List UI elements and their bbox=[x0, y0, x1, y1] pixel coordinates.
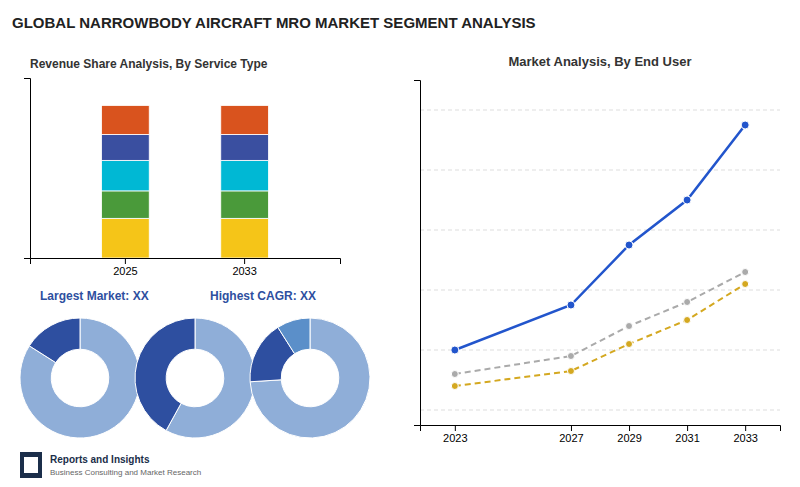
series-line bbox=[455, 272, 745, 374]
page-title: GLOBAL NARROWBODY AIRCRAFT MRO MARKET SE… bbox=[12, 14, 536, 31]
bar-segment bbox=[221, 105, 269, 134]
tick: 2033 bbox=[733, 425, 757, 444]
bar-segment bbox=[102, 134, 150, 160]
tick-label: 2027 bbox=[559, 432, 583, 444]
tick: 2023 bbox=[443, 425, 467, 444]
axis-line bbox=[24, 79, 31, 259]
grid-line bbox=[420, 350, 780, 351]
point bbox=[451, 371, 458, 378]
donut-chart bbox=[250, 318, 370, 438]
tick-label: 2029 bbox=[617, 432, 641, 444]
point bbox=[741, 121, 749, 129]
point bbox=[626, 323, 633, 330]
point bbox=[626, 341, 633, 348]
bar-segment bbox=[221, 160, 269, 191]
tick: 2027 bbox=[559, 425, 583, 444]
x-axis: 2025 2033 bbox=[31, 258, 341, 277]
point bbox=[567, 301, 575, 309]
point bbox=[451, 383, 458, 390]
y-axis bbox=[414, 81, 421, 426]
point bbox=[567, 353, 574, 360]
series-line bbox=[455, 125, 745, 350]
grid-line bbox=[420, 410, 780, 411]
tick: 2033 bbox=[232, 258, 256, 277]
bar-chart: Revenue Share Analysis, By Service Type 2… bbox=[24, 57, 341, 277]
logo: Reports and Insights Business Consulting … bbox=[20, 452, 201, 478]
grid-line bbox=[420, 110, 780, 111]
tick-label: 2033 bbox=[733, 432, 757, 444]
axis-line bbox=[414, 81, 421, 426]
grid-line bbox=[420, 170, 780, 171]
point bbox=[742, 281, 749, 288]
donut-chart bbox=[135, 318, 255, 438]
tick-mark bbox=[687, 425, 688, 431]
tick-label: 2031 bbox=[675, 432, 699, 444]
slice bbox=[135, 318, 195, 431]
bar-segment bbox=[102, 218, 150, 258]
lines bbox=[451, 121, 749, 390]
point bbox=[567, 368, 574, 375]
annotation: Highest CAGR: XX bbox=[210, 289, 316, 303]
point bbox=[684, 299, 691, 306]
tick-label: 2033 bbox=[232, 265, 256, 277]
slice bbox=[20, 318, 140, 438]
axis-line bbox=[421, 426, 781, 432]
bar-segment bbox=[102, 105, 150, 134]
tick: 2029 bbox=[617, 425, 641, 444]
bar-segment bbox=[102, 191, 150, 218]
y-axis bbox=[24, 79, 31, 259]
tick-mark bbox=[745, 425, 746, 431]
bar-segment bbox=[221, 218, 269, 258]
chart-title: Revenue Share Analysis, By Service Type bbox=[30, 57, 268, 71]
tick-label: 2023 bbox=[443, 432, 467, 444]
logo-text: Reports and Insights bbox=[50, 454, 150, 465]
tick-mark bbox=[455, 425, 456, 431]
slice bbox=[278, 318, 310, 354]
point bbox=[625, 241, 633, 249]
line-chart: Market Analysis, By End User 2023 2027 2029… bbox=[414, 54, 781, 444]
bar-segment bbox=[221, 134, 269, 160]
bar-segment bbox=[221, 191, 269, 218]
tick-mark bbox=[571, 425, 572, 431]
point bbox=[451, 346, 459, 354]
point bbox=[683, 196, 691, 204]
axis-line bbox=[31, 259, 341, 265]
donut-chart bbox=[20, 318, 140, 438]
point bbox=[742, 269, 749, 276]
point bbox=[684, 317, 691, 324]
series-line bbox=[455, 284, 745, 386]
bars bbox=[102, 105, 269, 258]
tick-mark bbox=[629, 425, 630, 431]
chart-title: Market Analysis, By End User bbox=[508, 54, 691, 69]
bar-segment bbox=[102, 160, 150, 191]
tick-mark bbox=[244, 258, 245, 264]
tick: 2031 bbox=[675, 425, 699, 444]
logo-box bbox=[20, 452, 42, 478]
slice bbox=[29, 318, 80, 363]
tick-mark bbox=[125, 258, 126, 264]
slice bbox=[250, 318, 370, 438]
x-axis: 2023 2027 2029 2031 2033 bbox=[421, 425, 781, 444]
logo-text: Business Consulting and Market Research bbox=[50, 468, 201, 477]
grid-line bbox=[420, 230, 780, 231]
grid bbox=[420, 110, 780, 410]
page: GLOBAL NARROWBODY AIRCRAFT MRO MARKET SE… bbox=[0, 0, 800, 487]
grid-line bbox=[420, 290, 780, 291]
tick-label: 2025 bbox=[113, 265, 137, 277]
tick: 2025 bbox=[113, 258, 137, 277]
annotation: Largest Market: XX bbox=[40, 289, 149, 303]
logo-box-inner bbox=[24, 457, 38, 473]
